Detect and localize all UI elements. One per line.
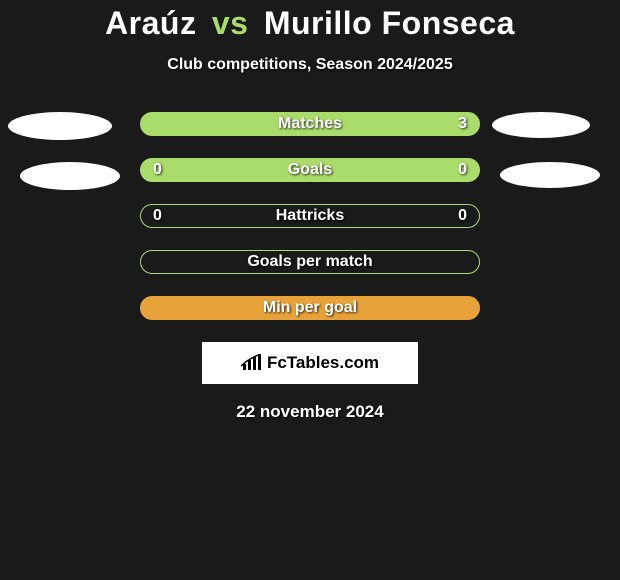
stat-label: Min per goal: [263, 299, 357, 317]
date-label: 22 november 2024: [0, 402, 620, 422]
stat-right-value: 0: [458, 161, 467, 179]
player-placeholder-ellipse: [8, 112, 112, 140]
stat-row: Matches 3: [140, 112, 480, 136]
stat-label: Goals: [288, 161, 332, 179]
stat-row: Min per goal: [140, 296, 480, 320]
stats-section: Matches 3 0 Goals 0 0 Hattricks 0 Goals …: [0, 112, 620, 320]
player2-name: Murillo Fonseca: [264, 5, 515, 41]
stat-label: Matches: [278, 115, 342, 133]
comparison-card: Araúz vs Murillo Fonseca Club competitio…: [0, 0, 620, 422]
stat-left-value: 0: [153, 161, 162, 179]
stat-right-value: 3: [458, 115, 467, 133]
logo-text: FcTables.com: [267, 353, 379, 373]
stat-right-value: 0: [458, 207, 467, 225]
stat-row: Goals per match: [140, 250, 480, 274]
player1-name: Araúz: [105, 5, 196, 41]
stat-label: Hattricks: [276, 207, 344, 225]
logo-box: FcTables.com: [202, 342, 418, 384]
stat-row: 0 Hattricks 0: [140, 204, 480, 228]
title: Araúz vs Murillo Fonseca: [0, 5, 620, 42]
stat-row: 0 Goals 0: [140, 158, 480, 182]
player-placeholder-ellipse: [500, 162, 600, 188]
subtitle: Club competitions, Season 2024/2025: [0, 56, 620, 74]
vs-label: vs: [212, 5, 249, 41]
stat-left-value: 0: [153, 207, 162, 225]
player-placeholder-ellipse: [20, 162, 120, 190]
chart-icon: [241, 354, 263, 372]
stat-label: Goals per match: [247, 253, 372, 271]
player-placeholder-ellipse: [492, 112, 590, 138]
